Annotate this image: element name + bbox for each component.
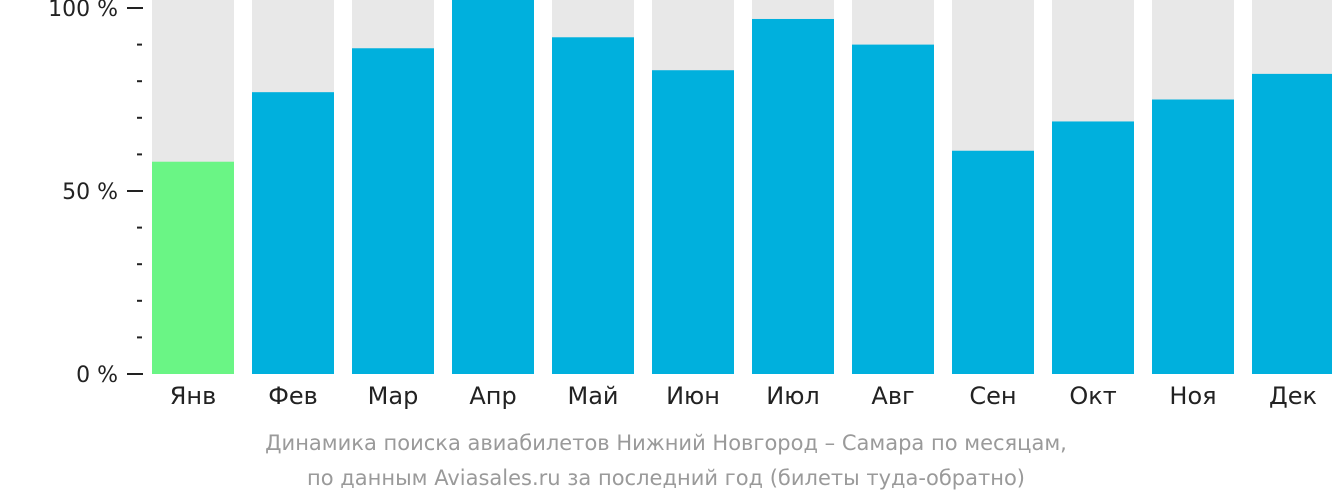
x-tick-label: Апр [469,382,516,410]
y-tick-label: 50 % [62,180,118,205]
bar-4 [452,0,534,374]
x-tick-label: Ноя [1169,382,1216,410]
y-tick-label: 100 % [48,0,118,22]
x-tick-label: Янв [170,382,217,410]
x-tick-label: Окт [1069,382,1116,410]
x-tick-label: Фев [268,382,318,410]
x-tick-label: Июн [666,382,720,410]
x-tick-label: Сен [969,382,1016,410]
bar-7 [752,18,834,374]
x-tick-label: Май [567,382,618,410]
bar-9 [952,150,1034,374]
x-axis: Янв Фев Мар Апр Май Июн Июл Авг Сен Окт Ноя Дек [170,382,1317,410]
data-bars [152,0,1332,375]
x-tick-label: Мар [368,382,419,410]
chart-caption-line-1: Динамика поиска авиабилетов Нижний Новго… [265,431,1067,455]
y-axis: 100 % 50 % 0 % [48,0,143,388]
bar-1 [152,161,234,374]
bar-3 [352,48,434,374]
x-tick-label: Авг [871,382,914,410]
bar-2 [252,92,334,375]
bar-10 [1052,121,1134,375]
chart-caption-line-2: по данным Aviasales.ru за последний год … [307,466,1025,490]
x-tick-label: Дек [1269,382,1317,410]
bar-11 [1152,99,1234,374]
y-tick-label: 0 % [76,363,118,388]
bar-8 [852,44,934,374]
x-tick-label: Июл [766,382,820,410]
bar-12 [1252,73,1332,374]
bar-6 [652,70,734,374]
bar-5 [552,37,634,374]
